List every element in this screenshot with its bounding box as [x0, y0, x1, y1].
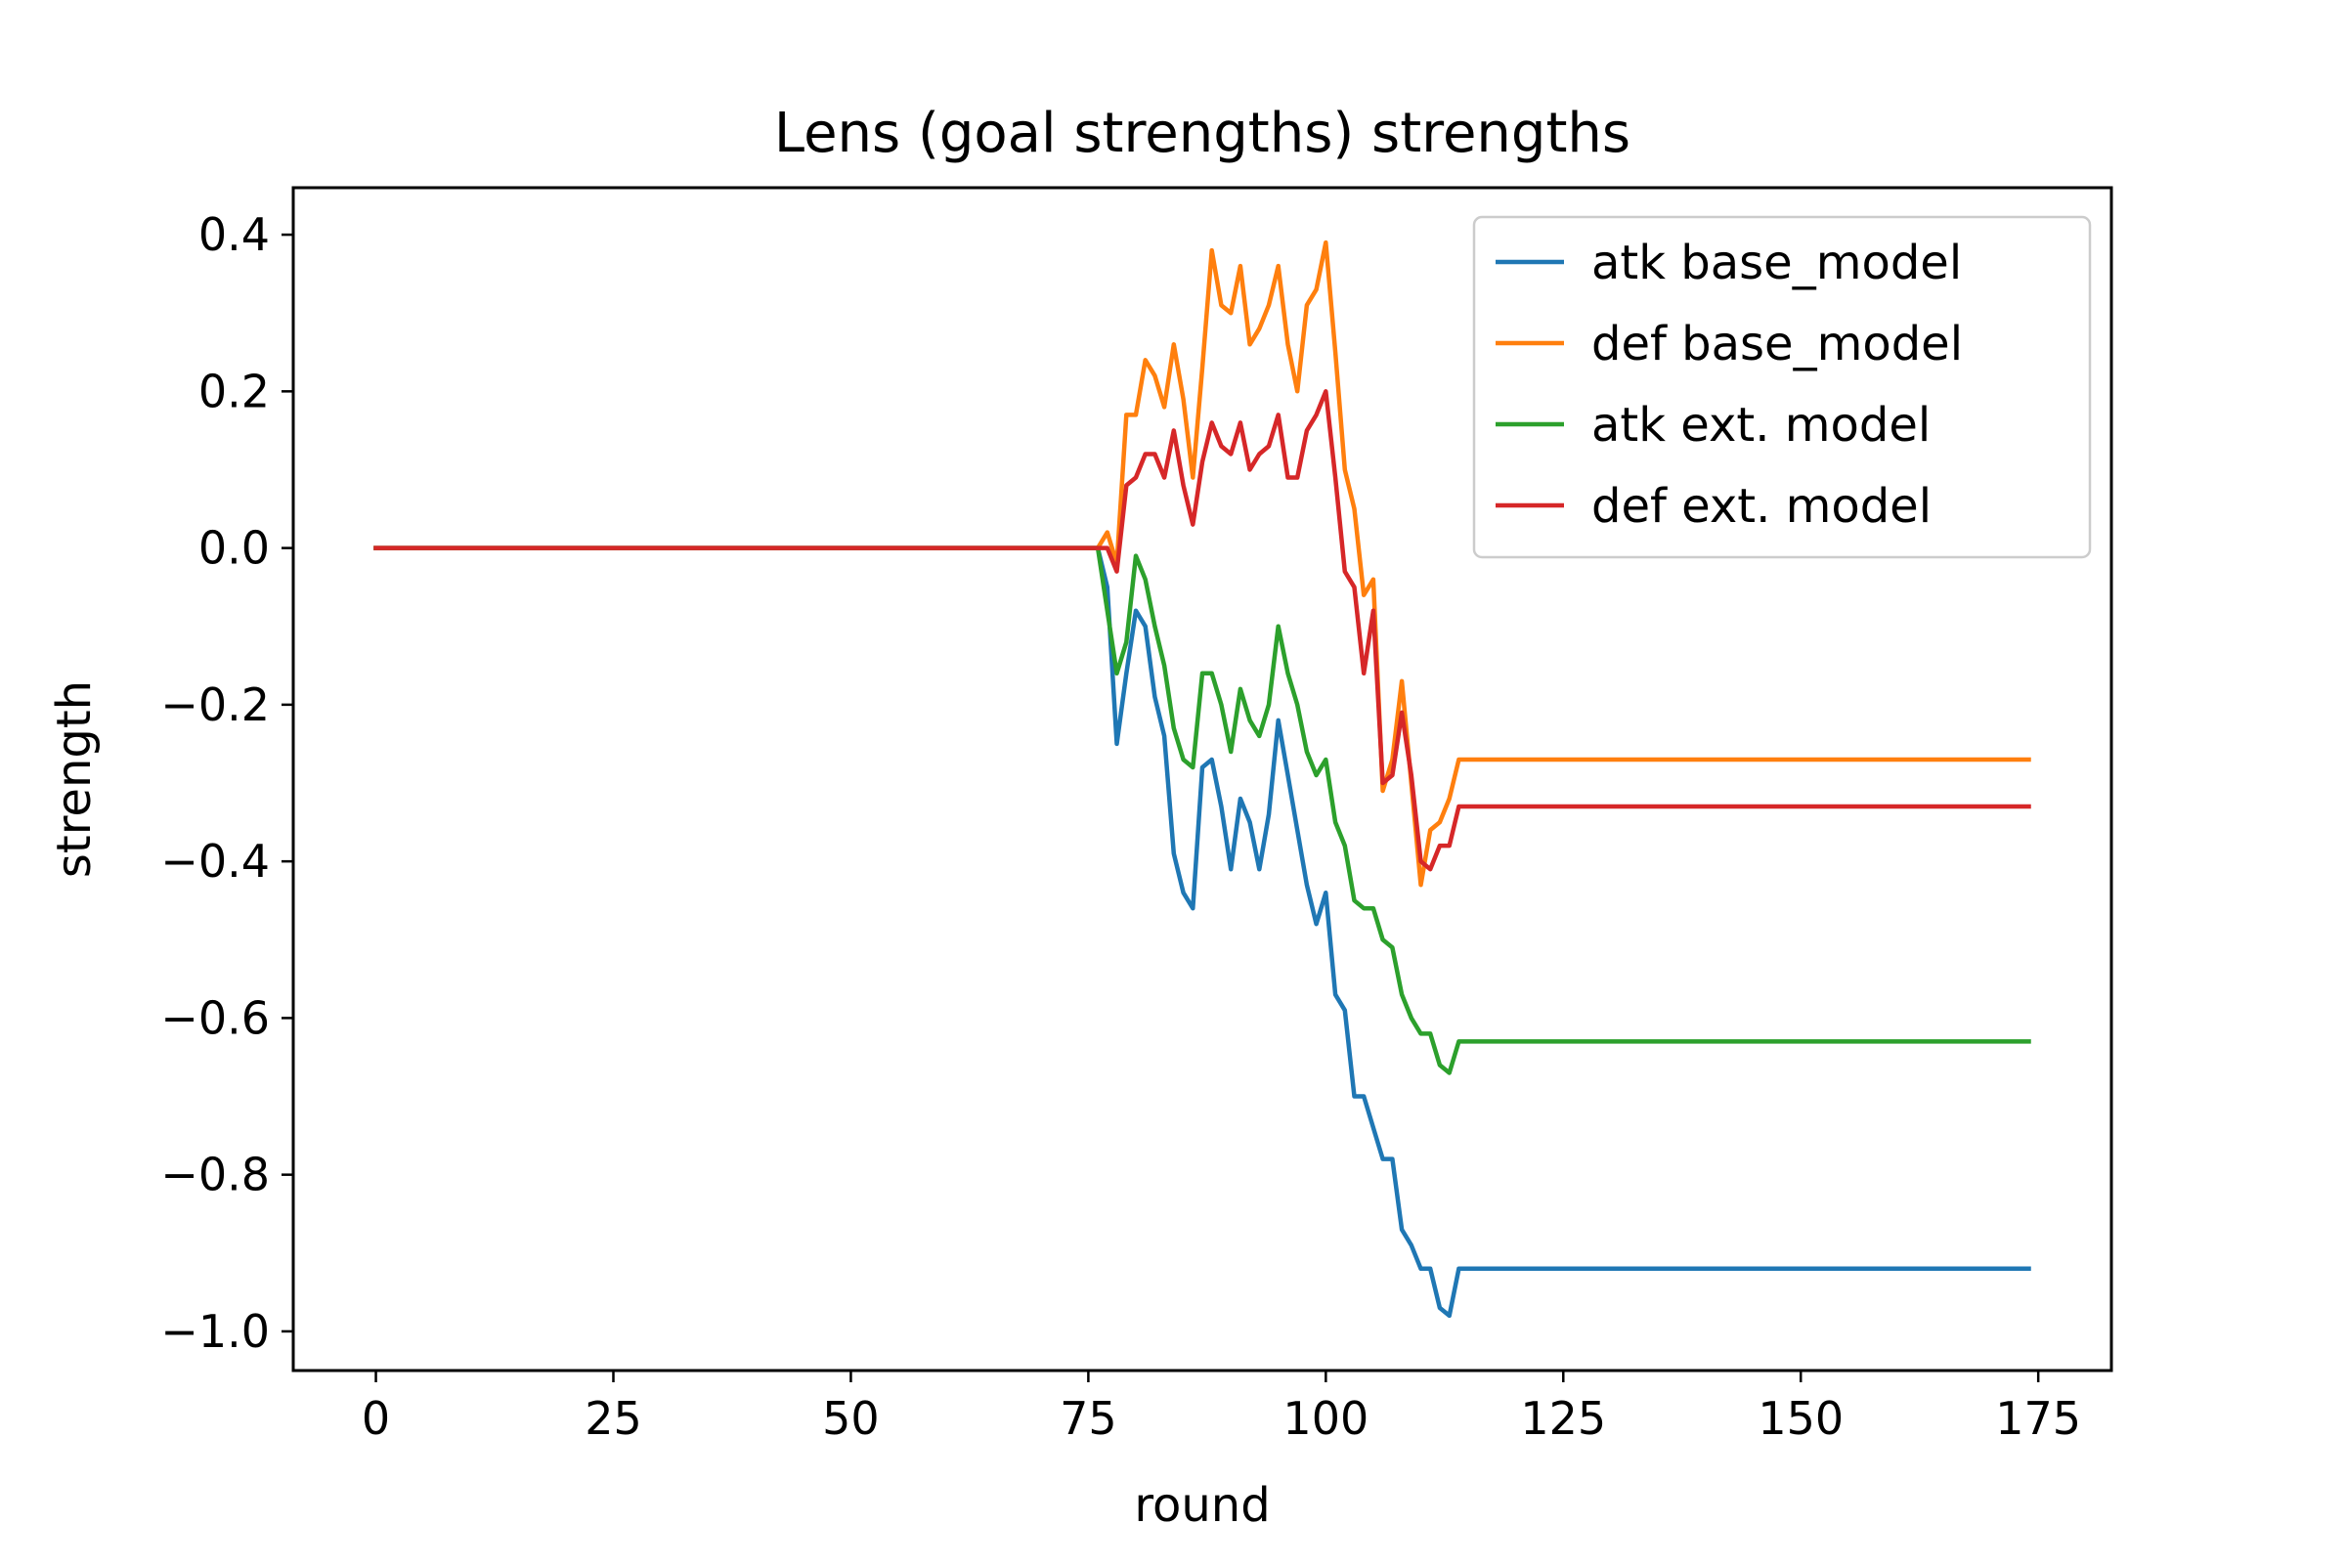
y-tick-label: −0.8 — [160, 1149, 270, 1201]
x-tick-label: 125 — [1520, 1392, 1606, 1445]
x-tick-label: 50 — [822, 1392, 880, 1445]
legend-box — [1472, 215, 2092, 559]
series-line-4 — [373, 389, 2031, 872]
x-tick-label: 175 — [1995, 1392, 2081, 1445]
y-tick-label: −0.6 — [160, 991, 270, 1044]
x-tick-label: 0 — [362, 1392, 390, 1445]
x-tick-label: 75 — [1060, 1392, 1117, 1445]
legend-label: def ext. model — [1591, 479, 1932, 534]
x-axis: 0 25 50 75 100 125 150 175 — [362, 1371, 2081, 1445]
x-tick-label: 100 — [1282, 1392, 1368, 1445]
y-axis-label: strength — [47, 680, 102, 878]
y-tick-label: −0.4 — [160, 835, 270, 888]
legend-label: atk base_model — [1591, 236, 1962, 290]
y-tick-label: −0.2 — [160, 678, 270, 731]
y-tick-label: −1.0 — [160, 1305, 270, 1358]
series-line-1 — [373, 545, 2031, 1319]
x-tick-label: 150 — [1758, 1392, 1844, 1445]
chart-title: Lens (goal strengths) strengths — [774, 102, 1630, 165]
legend-label: atk ext. model — [1591, 398, 1931, 453]
x-tick-label: 25 — [585, 1392, 642, 1445]
series-layer — [373, 240, 2031, 1319]
series-line-3 — [373, 545, 2031, 1075]
legend-label: def base_model — [1591, 317, 1963, 371]
series-line-2 — [373, 240, 2031, 888]
y-tick-label: 0.4 — [198, 208, 270, 261]
y-tick-label: 0.2 — [198, 365, 270, 417]
plot-frame — [291, 186, 2113, 1372]
y-tick-label: 0.0 — [198, 522, 270, 575]
x-axis-label: round — [1134, 1478, 1270, 1533]
y-axis: 0.4 0.2 0.0 −0.2 −0.4 −0.6 −0.8 −1.0 — [160, 208, 293, 1358]
